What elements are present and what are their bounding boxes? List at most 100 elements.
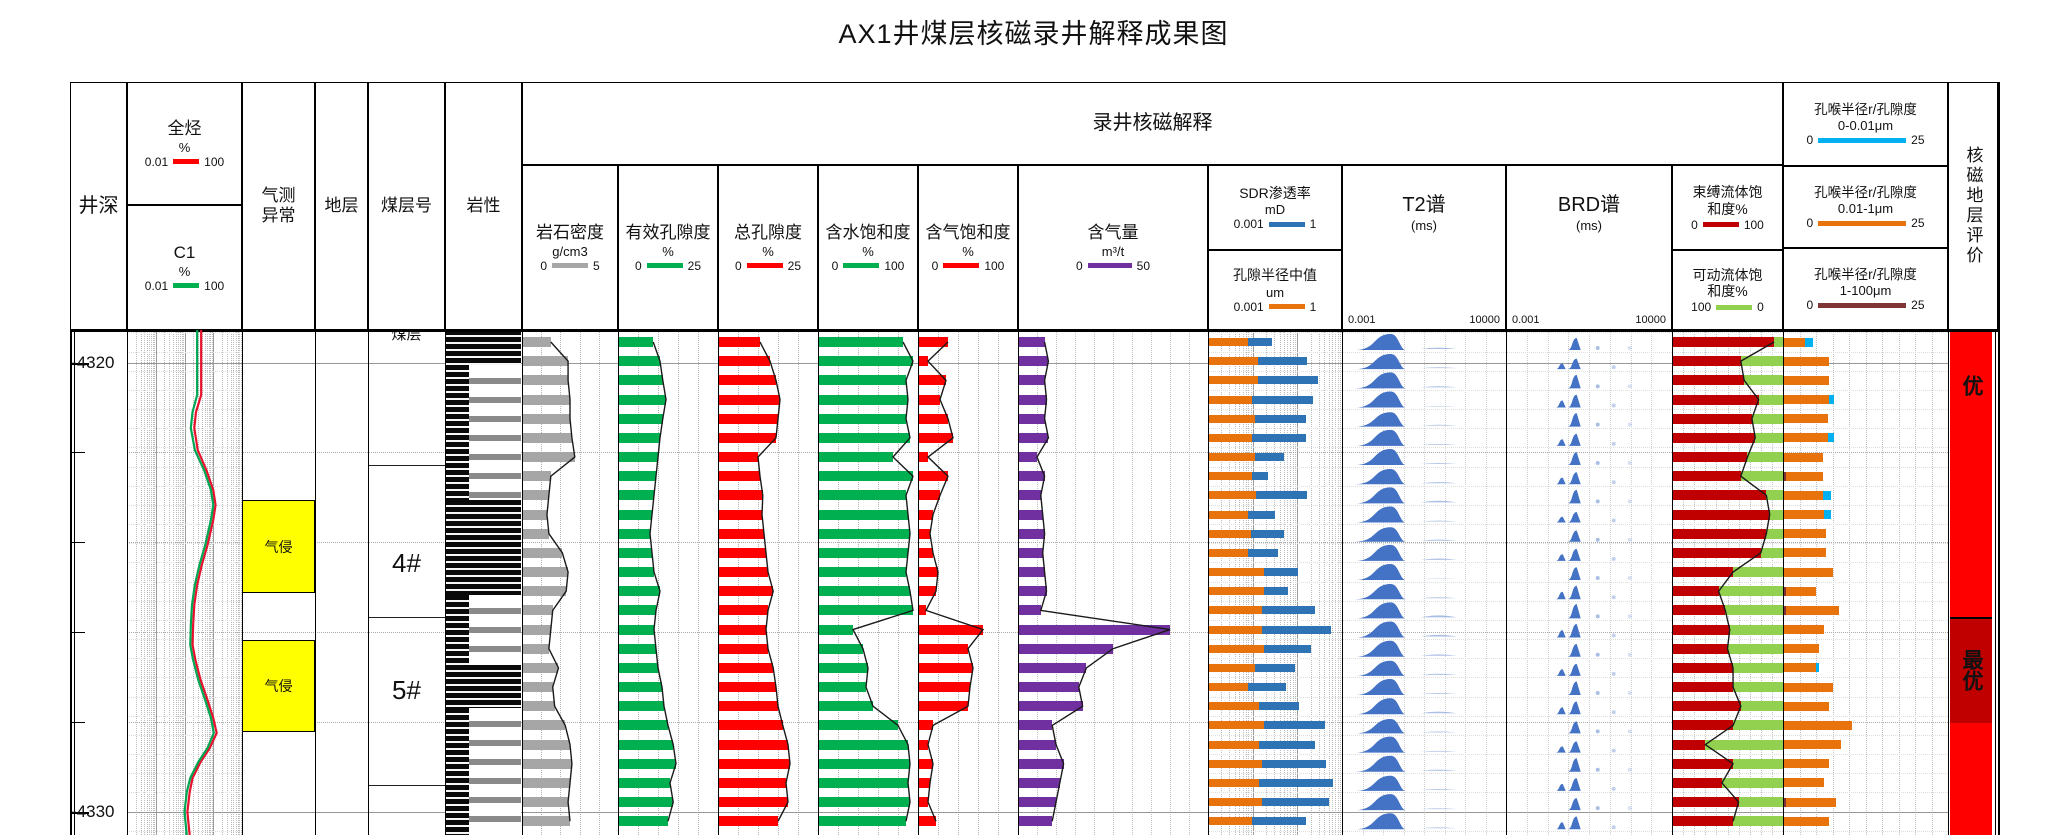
gridline-h bbox=[127, 389, 242, 391]
bar-throat-1-100 bbox=[1783, 471, 1787, 481]
bar-throat-001-1 bbox=[1783, 510, 1824, 520]
grade-text: 优 bbox=[1960, 374, 1983, 396]
bar-throat-001-1 bbox=[1783, 759, 1830, 769]
bar-pore-radius bbox=[1208, 472, 1253, 481]
bar-bound-fluid bbox=[1672, 701, 1741, 712]
lithology-interbed-right bbox=[469, 365, 521, 500]
track-header-gas-content: 含气量 m³/t 0 50 bbox=[1018, 165, 1208, 330]
bar bbox=[1018, 586, 1047, 597]
bar-pore-radius bbox=[1208, 548, 1249, 557]
bar-pore-radius bbox=[1208, 625, 1262, 634]
gridline-h bbox=[127, 639, 242, 641]
bar-throat-001-1 bbox=[1783, 433, 1828, 443]
bar-sdr-perm bbox=[1264, 721, 1325, 730]
gridline-h bbox=[1506, 581, 1672, 583]
gridline-v bbox=[560, 330, 562, 835]
bar-sdr-perm bbox=[1252, 433, 1306, 442]
gridline-h bbox=[1342, 351, 1506, 353]
scale-line bbox=[746, 263, 783, 269]
bar-bound-fluid bbox=[1672, 720, 1734, 731]
scale-line bbox=[1268, 221, 1305, 227]
bar-movable-fluid bbox=[1733, 682, 1783, 693]
gridline-h bbox=[1783, 485, 1948, 487]
bar bbox=[818, 509, 908, 520]
gridline-h bbox=[127, 370, 242, 372]
t2-range: 0.001 10000 bbox=[1348, 314, 1500, 326]
gridline-h bbox=[1208, 754, 1342, 756]
bar bbox=[522, 356, 569, 367]
gridline-h bbox=[127, 619, 242, 621]
gridline-h bbox=[127, 562, 242, 564]
col-header-nmr-evaluation: 核磁地层评价 bbox=[1948, 82, 1998, 330]
bar-throat-1-100 bbox=[1783, 586, 1787, 596]
bar bbox=[718, 720, 783, 731]
bar bbox=[522, 528, 549, 539]
bar-pore-radius bbox=[1208, 778, 1259, 787]
bar-sdr-perm bbox=[1252, 472, 1269, 481]
bar bbox=[718, 356, 770, 367]
gridline-h bbox=[1506, 447, 1672, 449]
col-header-stratum: 地层 bbox=[315, 82, 368, 330]
bar-throat-001-1 bbox=[1783, 337, 1805, 347]
gridline-v bbox=[598, 330, 600, 835]
track-header-throat-1-100um: 孔喉半径r/孔隙度 1-100μm 0 25 bbox=[1783, 248, 1948, 330]
bar-pore-radius bbox=[1208, 395, 1253, 404]
scale-line bbox=[1087, 263, 1132, 269]
bar-sdr-perm bbox=[1261, 759, 1326, 768]
bar-movable-fluid bbox=[1766, 528, 1783, 539]
gridline-h bbox=[1342, 370, 1506, 372]
gridline-h bbox=[1208, 658, 1342, 660]
gridline-h bbox=[1342, 677, 1506, 679]
gridline-h bbox=[127, 773, 242, 775]
bar bbox=[818, 413, 906, 424]
bar bbox=[522, 567, 569, 578]
gridline-h bbox=[70, 632, 85, 633]
bar-movable-fluid bbox=[1769, 509, 1783, 520]
bar-bound-fluid bbox=[1672, 432, 1756, 443]
gridline-h bbox=[1783, 504, 1948, 506]
bar bbox=[918, 720, 933, 731]
bar bbox=[1018, 567, 1045, 578]
gridline-h bbox=[1342, 524, 1506, 526]
bar-bound-fluid bbox=[1672, 337, 1775, 347]
gridline-h bbox=[1672, 428, 1783, 430]
bar bbox=[918, 375, 946, 386]
bar bbox=[718, 777, 786, 788]
bar bbox=[918, 394, 940, 405]
bar bbox=[818, 567, 906, 578]
gridline-v bbox=[638, 330, 639, 835]
bar-bound-fluid bbox=[1672, 356, 1741, 367]
bar bbox=[918, 662, 973, 673]
gridline-h bbox=[1672, 409, 1783, 411]
evaluation-grade-label: 优 bbox=[1950, 370, 1992, 400]
gridline-h bbox=[1506, 600, 1672, 602]
bar-pore-radius bbox=[1208, 740, 1259, 749]
scale-line bbox=[173, 159, 200, 165]
gridline-h bbox=[1342, 792, 1506, 794]
bar-throat-001-1 bbox=[1783, 816, 1830, 826]
bar bbox=[618, 682, 662, 693]
gridline-h bbox=[1208, 409, 1342, 411]
bar-sdr-perm bbox=[1258, 740, 1316, 749]
bar bbox=[522, 471, 551, 482]
gridline-h bbox=[127, 658, 242, 660]
bar bbox=[522, 816, 570, 827]
bar bbox=[718, 816, 778, 827]
bar bbox=[1018, 394, 1047, 405]
bar bbox=[918, 643, 968, 654]
gridline-v bbox=[938, 330, 939, 835]
bar-movable-fluid bbox=[1718, 586, 1783, 597]
bar-bound-fluid bbox=[1672, 777, 1722, 788]
bar-throat-0-001 bbox=[1827, 433, 1835, 443]
scale-line bbox=[943, 263, 980, 269]
gridline-h bbox=[127, 677, 242, 679]
bar bbox=[818, 394, 908, 405]
gridline-h bbox=[127, 542, 1948, 543]
bar bbox=[918, 624, 983, 635]
gridline-h bbox=[1672, 600, 1783, 602]
grade-text: 最优 bbox=[1960, 649, 1983, 691]
bar-sdr-perm bbox=[1261, 798, 1329, 807]
bar-movable-fluid bbox=[1747, 452, 1783, 463]
bar-pore-radius bbox=[1208, 357, 1258, 366]
